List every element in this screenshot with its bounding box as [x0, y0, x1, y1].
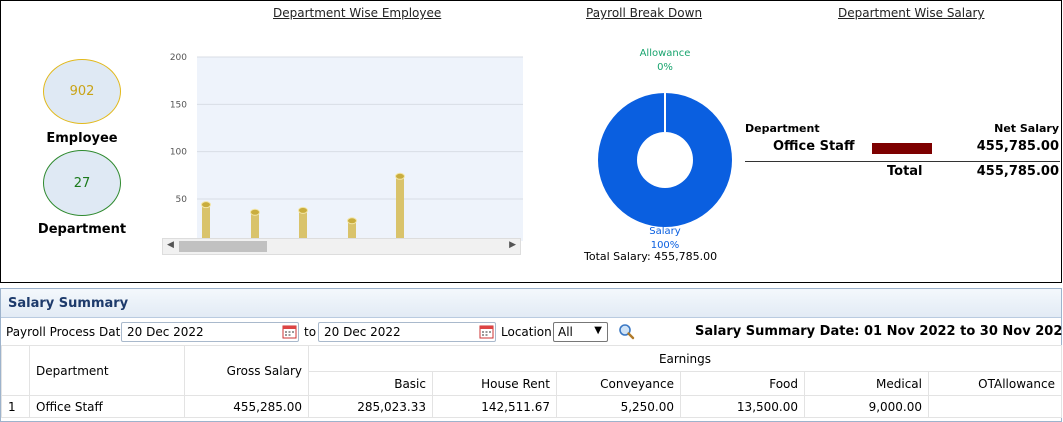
medical-header[interactable]: Medical — [804, 371, 929, 396]
search-icon[interactable] — [618, 323, 635, 340]
to-label: to — [304, 325, 317, 339]
chart-scrollbar[interactable]: ◀ ▶ — [162, 238, 521, 255]
row-food: 13,500.00 — [680, 395, 805, 418]
bar-cap — [298, 206, 308, 214]
to-date-value: 20 Dec 2022 — [324, 325, 401, 339]
donut-svg — [598, 93, 732, 227]
scroll-right-icon[interactable]: ▶ — [509, 240, 516, 250]
row-house-rent: 142,511.67 — [432, 395, 557, 418]
row-ot-allowance — [928, 395, 1062, 418]
donut-hole — [637, 132, 693, 188]
allowance-pct: 0% — [657, 62, 673, 73]
dept-employee-title[interactable]: Department Wise Employee — [273, 6, 442, 20]
summary-header: Salary Summary — [1, 289, 1061, 318]
salary-pct: 100% — [650, 240, 680, 251]
row-basic: 285,023.33 — [308, 395, 433, 418]
employee-bar-chart: 200 150 100 50 — [161, 41, 523, 256]
earnings-header: Earnings — [308, 345, 1062, 372]
dept-row-net: 455,785.00 — [976, 139, 1059, 154]
total-value: 455,785.00 — [976, 164, 1059, 179]
bar-chart-svg: 200 150 100 50 — [170, 53, 523, 248]
bar[interactable] — [299, 210, 307, 241]
gross-salary-header[interactable]: Gross Salary — [184, 345, 309, 396]
to-date-input[interactable]: 20 Dec 2022 — [318, 322, 496, 342]
scroll-left-icon[interactable]: ◀ — [167, 240, 174, 250]
location-label: Location: — [501, 325, 556, 339]
row-medical: 9,000.00 — [804, 395, 929, 418]
dept-col-header: Department — [745, 122, 820, 135]
bar-cap — [250, 208, 260, 216]
department-label: Department — [37, 222, 127, 237]
y-tick-label: 150 — [170, 100, 187, 110]
bar-cap — [347, 217, 357, 225]
calendar-icon[interactable] — [479, 324, 494, 339]
y-tick-label: 200 — [170, 53, 187, 63]
bar[interactable] — [348, 220, 356, 241]
bar[interactable] — [396, 176, 404, 241]
basic-header[interactable]: Basic — [308, 371, 433, 396]
summary-title: Salary Summary — [8, 296, 129, 311]
dept-salary-title[interactable]: Department Wise Salary — [838, 6, 985, 20]
bar-cap — [201, 201, 211, 209]
conveyance-header[interactable]: Conveyance — [556, 371, 681, 396]
calendar-icon[interactable] — [282, 324, 297, 339]
total-salary-text: Total Salary: 455,785.00 — [584, 250, 718, 263]
filter-row: Payroll Process Date: 20 Dec 2022 to 20 … — [1, 320, 1063, 344]
from-date-value: 20 Dec 2022 — [127, 325, 204, 339]
dept-salary-bar[interactable] — [872, 143, 932, 154]
salary-summary-table: Department Gross Salary Earnings Basic H… — [1, 345, 1062, 418]
department-count: 27 — [73, 175, 91, 191]
payroll-donut-chart: Allowance 0% Salary 100% — [576, 41, 756, 271]
dashboard-panel: Department Wise Employee Payroll Break D… — [0, 0, 1062, 283]
ot-allowance-header[interactable]: OTAllowance — [928, 371, 1062, 396]
row-department: Office Staff — [29, 395, 185, 418]
food-header[interactable]: Food — [680, 371, 805, 396]
salary-label-text: Salary — [649, 226, 681, 237]
allowance-label: Allowance 0% — [625, 48, 705, 73]
house-rent-header[interactable]: House Rent — [432, 371, 557, 396]
department-count-circle: 27 — [43, 150, 121, 216]
employee-label: Employee — [46, 131, 118, 146]
process-date-label: Payroll Process Date: — [6, 325, 132, 339]
bar-cap — [395, 172, 405, 180]
total-label: Total — [887, 164, 923, 179]
dept-row-name: Office Staff — [773, 139, 855, 154]
summary-date-range: Salary Summary Date: 01 Nov 2022 to 30 N… — [695, 324, 1063, 339]
salary-label: Salary 100% — [625, 226, 705, 251]
y-tick-label: 100 — [170, 148, 187, 158]
location-value: All — [558, 325, 573, 339]
department-header[interactable]: Department — [29, 345, 185, 396]
salary-summary-panel: Salary Summary Payroll Process Date: 20 … — [0, 288, 1063, 422]
row-conveyance: 5,250.00 — [556, 395, 681, 418]
payroll-breakdown-title[interactable]: Payroll Break Down — [586, 6, 703, 20]
employee-count: 902 — [69, 84, 95, 99]
from-date-input[interactable]: 20 Dec 2022 — [121, 322, 299, 342]
chevron-down-icon: ▼ — [594, 325, 602, 336]
bar[interactable] — [251, 212, 259, 241]
row-index-header — [1, 345, 30, 396]
row-index: 1 — [1, 395, 30, 418]
row-gross: 455,285.00 — [184, 395, 309, 418]
total-divider — [745, 161, 1060, 162]
employee-count-circle: 902 — [43, 59, 121, 124]
allowance-label-text: Allowance — [639, 48, 691, 59]
scroll-thumb[interactable] — [179, 241, 267, 252]
net-col-header: Net Salary — [994, 122, 1059, 135]
table-row[interactable]: 1 Office Staff 455,285.00 285,023.33 142… — [1, 395, 1062, 418]
y-tick-label: 50 — [176, 195, 188, 205]
location-select[interactable]: All ▼ — [553, 322, 608, 342]
bar[interactable] — [202, 204, 210, 241]
plot-area — [197, 57, 523, 241]
